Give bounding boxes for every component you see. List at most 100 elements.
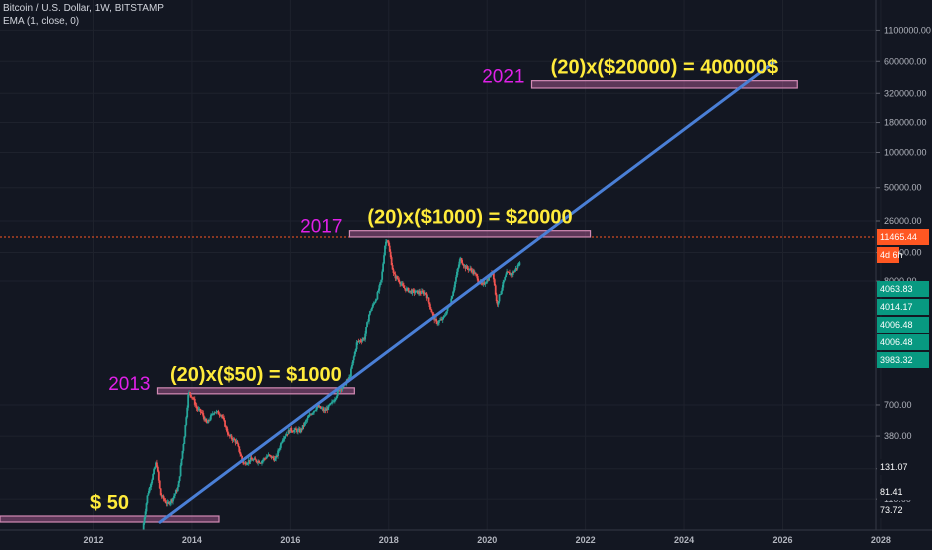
candle-body (191, 397, 193, 399)
candle-body (428, 302, 431, 307)
candle-body (257, 460, 260, 463)
candle-body (193, 398, 196, 405)
candle-body (265, 456, 268, 459)
candle-body (203, 416, 206, 421)
price-tag (877, 502, 929, 518)
candle-body (173, 495, 175, 498)
candle-body (301, 425, 304, 430)
candle-body (510, 273, 513, 275)
candle-body (290, 427, 293, 432)
candle-body (192, 398, 195, 400)
candle-body (405, 288, 408, 291)
candle-body (167, 502, 170, 503)
candle-body (322, 408, 325, 411)
candle-body (145, 503, 148, 512)
y-tick-label: 14000.00 (884, 248, 922, 258)
candle-body (363, 338, 366, 340)
candle-body (349, 376, 351, 378)
price-tag-label: 11465.44 (880, 232, 917, 242)
candle-body (368, 311, 371, 315)
candle-body (272, 456, 275, 459)
candle-body (231, 438, 234, 441)
candle-body (389, 251, 392, 258)
candle-body (335, 396, 338, 399)
candle-body (416, 290, 419, 292)
candle-body (493, 279, 496, 286)
annotation-zones (0, 80, 798, 523)
price-tag-label: 81.41 (880, 487, 903, 497)
year-label: 2013 (108, 374, 150, 395)
symbol-title[interactable]: Bitcoin / U.S. Dollar, 1W, BITSTAMP (3, 3, 164, 14)
candle-body (149, 487, 152, 489)
candle-body (452, 291, 455, 297)
candle-body (410, 290, 413, 294)
candle-body (514, 268, 517, 271)
candle-body (251, 459, 254, 461)
candle-body (199, 408, 202, 412)
candle-body (332, 401, 335, 403)
candle-body (337, 390, 340, 392)
candle-body (202, 413, 205, 417)
candle-body (506, 271, 508, 275)
candle-body (217, 411, 220, 415)
candle-body (214, 412, 217, 414)
candle-body (438, 320, 440, 323)
candle-body (298, 428, 301, 433)
candle-body (185, 417, 188, 426)
candle-body (358, 340, 361, 342)
year-label: 2021 (482, 67, 524, 88)
price-tag-label: 3983.32 (880, 355, 913, 365)
candle-body (182, 444, 185, 451)
candle-body (165, 502, 168, 504)
candle-body (421, 291, 423, 294)
candle-body (161, 495, 164, 497)
candle-body (287, 430, 290, 435)
candle-body (274, 458, 277, 461)
candle-body (305, 420, 308, 422)
candle-body (383, 255, 385, 264)
candle-body (466, 266, 469, 269)
candle-body (168, 502, 171, 505)
candle-body (176, 487, 179, 492)
candle-body (467, 268, 470, 270)
candle-body (374, 300, 377, 303)
candle-body (498, 294, 501, 302)
candle-body (509, 272, 511, 275)
candle-body (326, 408, 329, 411)
y-tick-label: 180000.00 (884, 118, 927, 128)
candle-body (259, 462, 261, 464)
candle-body (401, 283, 403, 285)
indicator-legend[interactable]: EMA (1, close, 0) (3, 16, 80, 27)
candle-body (312, 412, 314, 414)
candle-body (352, 356, 355, 361)
candle-body (294, 428, 296, 430)
candle-body (237, 443, 240, 447)
candle-body (497, 301, 500, 305)
candle-body (244, 462, 247, 465)
zone-label: (20)x($50) = $1000 (170, 364, 342, 386)
candle-body (409, 290, 412, 292)
candle-body (385, 240, 388, 242)
candle-body (338, 390, 341, 391)
x-tick-label: 2012 (83, 535, 103, 545)
candle-body (373, 302, 376, 304)
candle-body (477, 280, 480, 282)
candle-body (422, 291, 425, 295)
candle-body (353, 351, 356, 357)
candle-body (171, 499, 173, 502)
candle-body (404, 288, 407, 291)
candle-body (454, 281, 456, 288)
candle-body (291, 431, 294, 432)
candle-body (356, 341, 359, 343)
candle-body (212, 413, 215, 415)
candle-body (190, 394, 192, 398)
candle-body (350, 365, 353, 369)
candle-body (279, 447, 281, 450)
y-tick-label: 26000.00 (884, 216, 922, 226)
y-tick-label: 8000.00 (884, 276, 917, 286)
candle-body (244, 462, 246, 464)
candle-body (172, 497, 174, 502)
candle-body (505, 274, 508, 278)
candle-body (299, 428, 302, 433)
